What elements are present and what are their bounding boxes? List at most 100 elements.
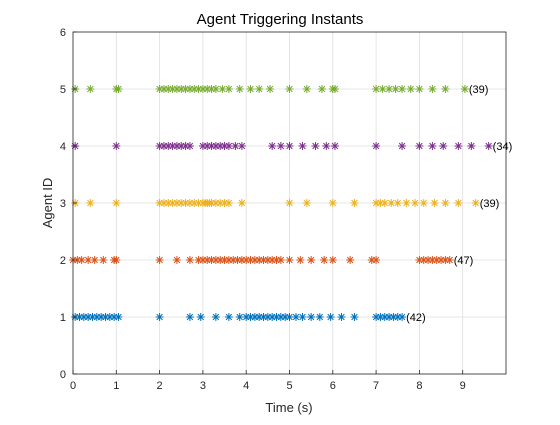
trigger-point	[203, 142, 212, 150]
trigger-point	[112, 256, 121, 264]
trigger-point	[428, 256, 437, 264]
x-tick-label: 9	[460, 380, 466, 392]
trigger-point	[198, 256, 207, 264]
trigger-point	[387, 199, 396, 207]
trigger-point	[155, 199, 164, 207]
trigger-point	[159, 85, 168, 93]
trigger-point	[207, 85, 216, 93]
trigger-point	[259, 256, 268, 264]
trigger-point	[266, 85, 275, 93]
trigger-point	[276, 313, 285, 321]
trigger-point	[296, 256, 305, 264]
trigger-point	[99, 256, 108, 264]
trigger-point	[307, 256, 316, 264]
trigger-point	[330, 142, 339, 150]
y-tick-label: 0	[60, 369, 66, 381]
trigger-point	[185, 199, 194, 207]
trigger-point	[255, 85, 264, 93]
trigger-point	[181, 85, 190, 93]
trigger-point	[467, 142, 476, 150]
trigger-point	[402, 199, 411, 207]
trigger-point	[372, 313, 381, 321]
trigger-point	[337, 313, 346, 321]
trigger-point	[372, 85, 381, 93]
trigger-point	[263, 256, 272, 264]
count-label-agent-3: (39)	[480, 198, 500, 210]
trigger-point	[411, 199, 420, 207]
trigger-point	[326, 313, 335, 321]
trigger-point	[454, 199, 463, 207]
trigger-point	[346, 256, 355, 264]
trigger-point	[168, 199, 177, 207]
trigger-point	[259, 313, 268, 321]
trigger-point	[185, 313, 194, 321]
trigger-point	[203, 256, 212, 264]
trigger-point	[196, 313, 205, 321]
trigger-point	[216, 142, 225, 150]
trigger-point	[376, 313, 385, 321]
trigger-point	[385, 313, 394, 321]
trigger-point	[194, 256, 203, 264]
x-tick-label: 3	[200, 380, 206, 392]
trigger-point	[263, 313, 272, 321]
trigger-point	[428, 142, 437, 150]
x-tick-label: 4	[243, 380, 249, 392]
trigger-point	[242, 256, 251, 264]
trigger-point	[250, 313, 259, 321]
trigger-point	[285, 313, 294, 321]
trigger-point	[211, 142, 220, 150]
count-label-agent-4: (34)	[493, 141, 513, 153]
trigger-point	[185, 142, 194, 150]
trigger-point	[181, 142, 190, 150]
trigger-point	[224, 313, 233, 321]
trigger-point	[372, 142, 381, 150]
trigger-point	[398, 85, 407, 93]
trigger-point	[372, 256, 381, 264]
trigger-point	[268, 313, 277, 321]
trigger-point	[92, 313, 101, 321]
trigger-point	[311, 142, 320, 150]
trigger-point	[224, 199, 233, 207]
trigger-point	[317, 85, 326, 93]
trigger-point	[211, 199, 220, 207]
trigger-point	[441, 85, 450, 93]
trigger-point	[90, 256, 99, 264]
trigger-point	[484, 142, 493, 150]
trigger-point	[242, 313, 251, 321]
trigger-point	[177, 85, 186, 93]
trigger-point	[285, 199, 294, 207]
x-tick-label: 8	[416, 380, 422, 392]
series-agent-4	[71, 142, 493, 150]
x-tick-label: 7	[373, 380, 379, 392]
trigger-point	[298, 142, 307, 150]
trigger-point	[177, 142, 186, 150]
trigger-point	[114, 85, 123, 93]
trigger-point	[391, 85, 400, 93]
trigger-point	[302, 199, 311, 207]
trigger-point	[268, 256, 277, 264]
trigger-point	[155, 85, 164, 93]
ticklabel-layer: 0 1 2 3 4 5 6 7 8 9 0 1 2 3 4 5 6	[60, 27, 466, 392]
trigger-point	[441, 199, 450, 207]
trigger-point	[211, 256, 220, 264]
series-agent-5	[71, 85, 469, 93]
trigger-point	[419, 199, 428, 207]
series-agent-1	[71, 313, 407, 321]
trigger-point	[330, 85, 339, 93]
x-tick-label: 1	[113, 380, 119, 392]
trigger-point	[328, 199, 337, 207]
axes-layer	[72, 31, 507, 375]
y-tick-label: 5	[60, 84, 66, 96]
trigger-point	[445, 256, 454, 264]
trigger-point	[439, 142, 448, 150]
trigger-point	[218, 85, 227, 93]
trigger-point	[75, 313, 84, 321]
trigger-point	[164, 142, 173, 150]
trigger-point	[190, 199, 199, 207]
trigger-point	[220, 256, 229, 264]
trigger-point	[406, 85, 415, 93]
trigger-point	[441, 256, 450, 264]
trigger-point	[84, 256, 93, 264]
trigger-point	[285, 142, 294, 150]
